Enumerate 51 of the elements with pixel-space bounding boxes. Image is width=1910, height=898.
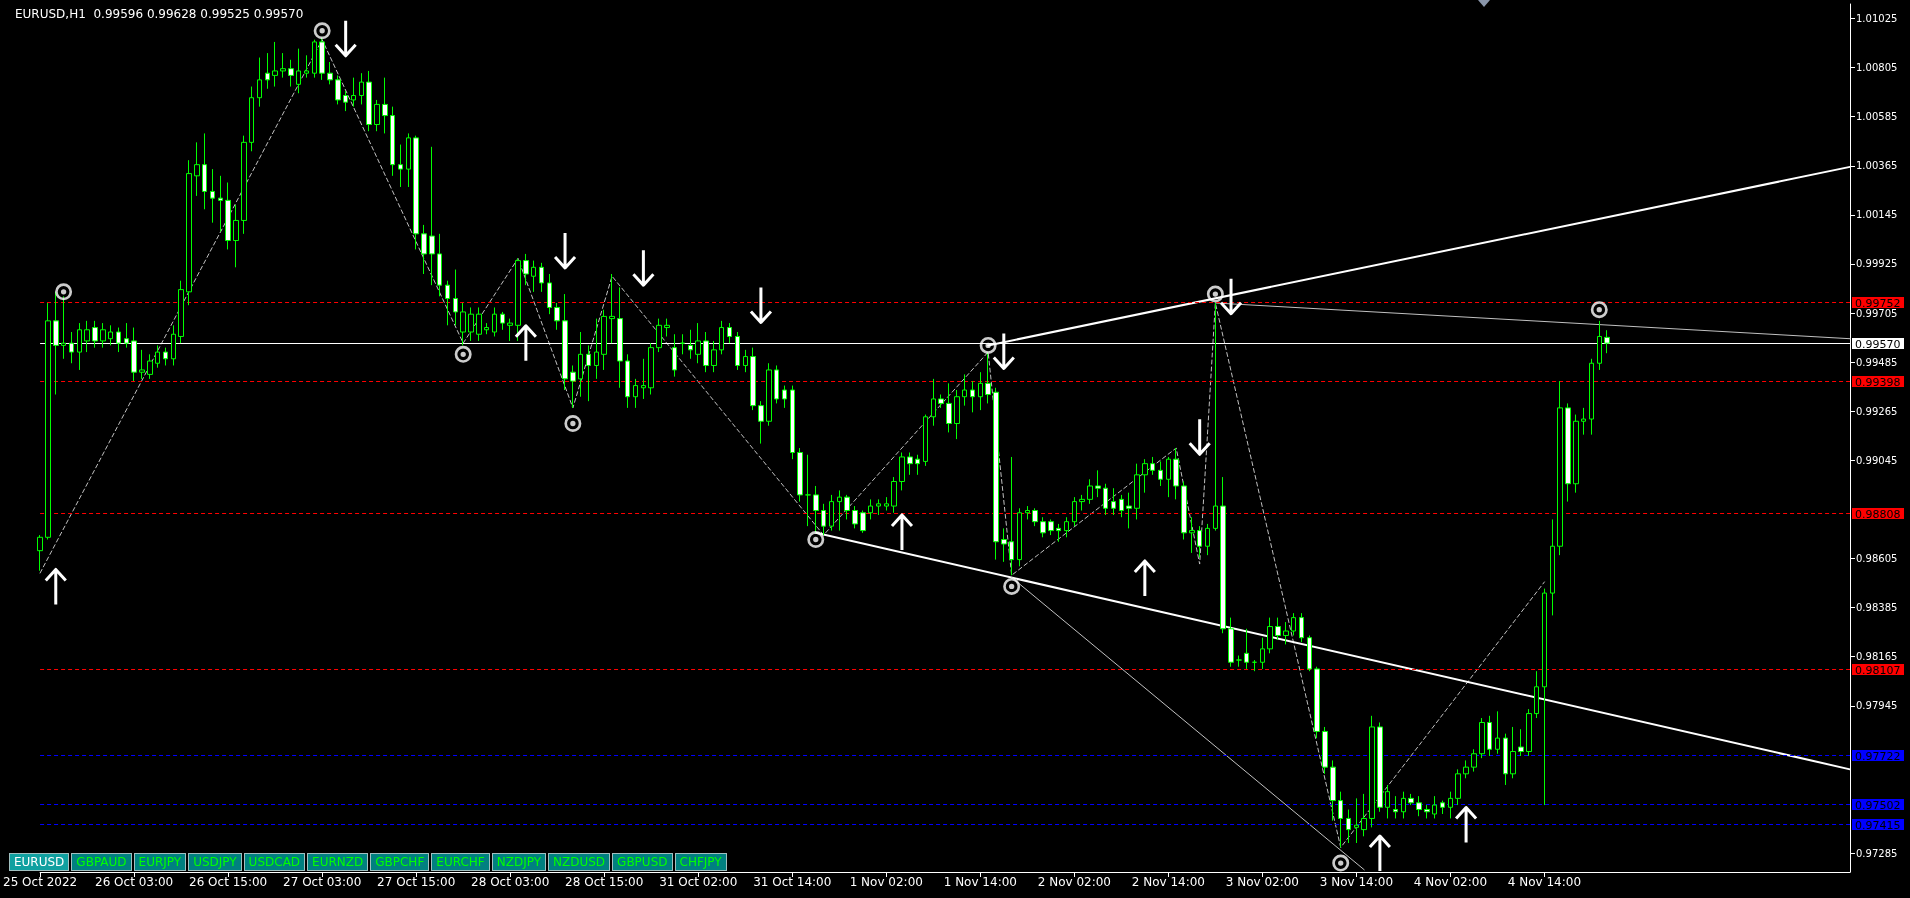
x-tick-label: 26 Oct 15:00: [189, 875, 268, 889]
y-tick-label: 0.97945: [1856, 700, 1898, 712]
y-tick-label: 0.98385: [1856, 602, 1898, 614]
x-tick-label: 27 Oct 03:00: [283, 875, 362, 889]
x-tick-label: 1 Nov 02:00: [849, 875, 923, 889]
x-tick-label: 3 Nov 02:00: [1225, 875, 1299, 889]
annotation: EURCHF: [431, 853, 490, 871]
x-tick-label: 4 Nov 02:00: [1413, 875, 1488, 889]
annotation: NZDUSD: [548, 853, 611, 871]
x-tick-label: 28 Oct 15:00: [565, 875, 644, 889]
annotation: GBPUSD: [612, 853, 673, 871]
y-tick-label: 0.98165: [1856, 651, 1898, 663]
annotation: NZDJPY: [491, 853, 546, 871]
x-tick-label: 31 Oct 14:00: [753, 875, 832, 889]
y-tick-label: 0.99045: [1856, 454, 1898, 466]
ref-line-label: 0.99398: [1852, 376, 1904, 390]
annotation: EURJPY: [133, 853, 187, 871]
y-tick-label: 1.00805: [1856, 62, 1898, 74]
y-tick-label: 1.00585: [1856, 111, 1898, 123]
x-tick-label: 2 Nov 02:00: [1037, 875, 1111, 889]
y-tick-label: 0.99485: [1856, 356, 1898, 368]
y-tick-label: 1.00365: [1856, 160, 1898, 172]
annotation: EURNZD: [307, 853, 369, 871]
x-tick-label: 3 Nov 14:00: [1319, 875, 1394, 889]
annotation: CHFJPY: [674, 853, 727, 871]
x-tick-label: 26 Oct 03:00: [95, 875, 174, 889]
ref-line-label: 0.98808: [1852, 507, 1904, 521]
x-tick-label: 28 Oct 03:00: [471, 875, 550, 889]
x-tick-label: 2 Nov 14:00: [1131, 875, 1205, 889]
x-tick-label: 31 Oct 02:00: [659, 875, 738, 889]
y-tick-label: 0.99265: [1856, 405, 1898, 417]
x-tick-label: 1 Nov 14:00: [943, 875, 1017, 889]
x-tick-label: 27 Oct 15:00: [377, 875, 456, 889]
y-tick-label: 1.01025: [1856, 13, 1898, 24]
annotation: GBPCHF: [370, 853, 430, 871]
ref-line-label: 0.99570: [1852, 337, 1904, 351]
ref-line-label: 0.97502: [1852, 799, 1904, 813]
ref-line-label: 0.98107: [1852, 664, 1904, 678]
chart-title: EURUSD,H1 0.99596 0.99628 0.99525 0.99570: [15, 7, 304, 21]
y-tick-label: 1.00145: [1856, 209, 1898, 221]
ref-line-label: 0.97415: [1852, 818, 1904, 832]
annotation: USDCAD: [243, 853, 306, 871]
y-tick-label: 0.98605: [1856, 552, 1898, 564]
x-tick-label: 4 Nov 14:00: [1507, 875, 1582, 889]
x-tick-label: 25 Oct 2022: [3, 875, 78, 889]
y-tick-label: 0.99925: [1856, 258, 1898, 270]
annotation: GBPAUD: [71, 853, 132, 871]
annotation: USDJPY: [188, 853, 242, 871]
y-tick-label: 0.97285: [1856, 847, 1898, 859]
ref-line-label: 0.97722: [1852, 750, 1904, 764]
annotation: EURUSD: [9, 853, 70, 871]
